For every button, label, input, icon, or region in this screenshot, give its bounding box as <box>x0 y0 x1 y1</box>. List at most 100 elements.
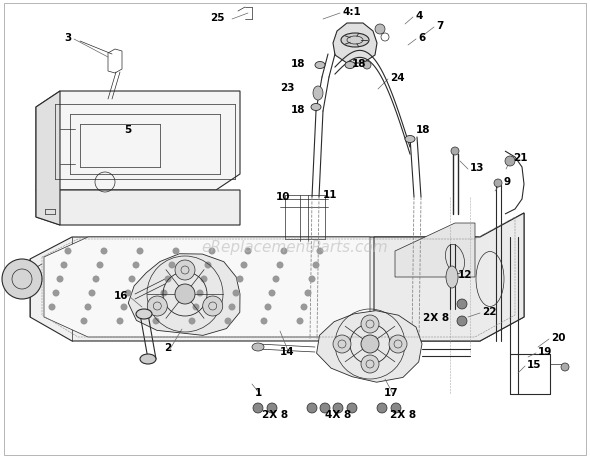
Circle shape <box>333 335 351 353</box>
Text: 18: 18 <box>290 59 305 69</box>
Circle shape <box>165 276 172 283</box>
Polygon shape <box>128 254 240 336</box>
Circle shape <box>361 315 379 333</box>
Ellipse shape <box>341 34 369 48</box>
Circle shape <box>307 403 317 413</box>
Circle shape <box>57 276 64 283</box>
Circle shape <box>363 62 371 70</box>
Circle shape <box>156 304 163 311</box>
Circle shape <box>160 290 168 297</box>
Text: 23: 23 <box>280 83 295 93</box>
Circle shape <box>273 276 280 283</box>
Text: 22: 22 <box>482 306 497 316</box>
Polygon shape <box>36 92 240 190</box>
Text: 18: 18 <box>416 125 431 134</box>
Ellipse shape <box>315 62 325 69</box>
Circle shape <box>124 290 132 297</box>
Circle shape <box>391 403 401 413</box>
Circle shape <box>375 25 385 35</box>
Circle shape <box>457 316 467 326</box>
Circle shape <box>53 290 60 297</box>
Circle shape <box>64 248 71 255</box>
Ellipse shape <box>252 343 264 351</box>
Circle shape <box>316 248 323 255</box>
Circle shape <box>201 276 208 283</box>
Text: 4: 4 <box>415 11 422 21</box>
Circle shape <box>304 290 312 297</box>
Text: 1: 1 <box>254 387 261 397</box>
Circle shape <box>457 299 467 309</box>
Circle shape <box>309 276 316 283</box>
Text: 2: 2 <box>165 342 172 352</box>
Text: 6: 6 <box>418 33 425 43</box>
Circle shape <box>192 304 199 311</box>
Circle shape <box>264 304 271 311</box>
Circle shape <box>61 262 67 269</box>
Ellipse shape <box>446 266 458 288</box>
Polygon shape <box>44 237 370 337</box>
Polygon shape <box>317 311 422 382</box>
Circle shape <box>2 259 42 299</box>
Circle shape <box>188 318 195 325</box>
Circle shape <box>561 363 569 371</box>
Circle shape <box>267 403 277 413</box>
Circle shape <box>88 290 96 297</box>
Circle shape <box>152 318 159 325</box>
Circle shape <box>133 262 139 269</box>
Text: 25: 25 <box>211 13 225 23</box>
Polygon shape <box>333 24 377 64</box>
Circle shape <box>268 290 276 297</box>
Circle shape <box>232 290 240 297</box>
Circle shape <box>300 304 307 311</box>
Circle shape <box>196 290 204 297</box>
Circle shape <box>377 403 387 413</box>
Circle shape <box>148 297 168 316</box>
Ellipse shape <box>313 87 323 101</box>
Polygon shape <box>395 224 475 277</box>
Circle shape <box>84 304 91 311</box>
Text: 2X 8: 2X 8 <box>262 409 288 419</box>
Circle shape <box>494 179 502 188</box>
Ellipse shape <box>345 62 355 69</box>
Circle shape <box>320 403 330 413</box>
Polygon shape <box>36 92 60 225</box>
Circle shape <box>451 148 459 156</box>
Text: 2X 8: 2X 8 <box>423 312 449 322</box>
Circle shape <box>280 248 287 255</box>
Text: 12: 12 <box>458 269 473 280</box>
Circle shape <box>205 262 211 269</box>
Polygon shape <box>374 213 524 341</box>
Circle shape <box>80 318 87 325</box>
Text: 7: 7 <box>436 21 443 31</box>
Text: 9: 9 <box>503 177 510 187</box>
Text: eReplacementParts.com: eReplacementParts.com <box>202 240 388 255</box>
Circle shape <box>389 335 407 353</box>
Circle shape <box>261 318 267 325</box>
Text: 4X 8: 4X 8 <box>325 409 351 419</box>
Circle shape <box>172 248 179 255</box>
Circle shape <box>333 403 343 413</box>
Ellipse shape <box>405 136 415 143</box>
Text: 17: 17 <box>384 387 398 397</box>
Circle shape <box>277 262 284 269</box>
Text: 10: 10 <box>276 191 290 202</box>
Text: 4:1: 4:1 <box>342 7 360 17</box>
Circle shape <box>169 262 175 269</box>
Circle shape <box>175 260 195 280</box>
Text: 18: 18 <box>290 105 305 115</box>
Text: 5: 5 <box>124 125 132 134</box>
Text: 20: 20 <box>551 332 565 342</box>
Circle shape <box>136 248 143 255</box>
Circle shape <box>208 248 215 255</box>
Circle shape <box>175 285 195 304</box>
Circle shape <box>116 318 123 325</box>
Text: 18: 18 <box>352 59 366 69</box>
Text: 24: 24 <box>390 73 405 83</box>
Circle shape <box>313 262 320 269</box>
Circle shape <box>244 248 251 255</box>
Text: 15: 15 <box>527 359 542 369</box>
Text: 21: 21 <box>513 153 527 162</box>
Ellipse shape <box>136 309 152 319</box>
Circle shape <box>120 304 127 311</box>
Circle shape <box>361 335 379 353</box>
